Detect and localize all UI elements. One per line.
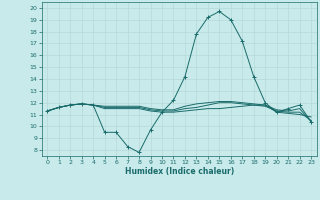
X-axis label: Humidex (Indice chaleur): Humidex (Indice chaleur) <box>124 167 234 176</box>
